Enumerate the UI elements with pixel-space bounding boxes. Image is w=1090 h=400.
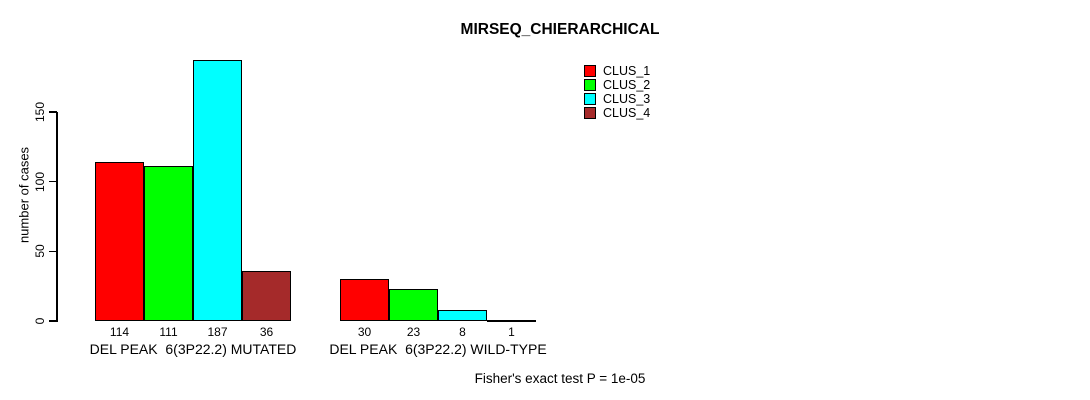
legend: CLUS_1 CLUS_2 CLUS_3 CLUS_4 [584, 64, 650, 120]
legend-swatch-clus-3 [584, 92, 596, 105]
bar-clus-4 [242, 270, 291, 321]
legend-item: CLUS_4 [584, 105, 651, 120]
legend-label: CLUS_1 [603, 63, 651, 78]
bar-clus-3 [193, 60, 242, 321]
bar-value-label: 114 [109, 325, 130, 339]
y-tick-label: 100 [33, 171, 47, 192]
y-tick-mark [49, 250, 57, 253]
group-label: DEL PEAK 6(3P22.2) WILD-TYPE [329, 341, 547, 357]
legend-swatch-clus-1 [584, 64, 596, 77]
y-tick-label: 150 [33, 101, 47, 123]
legend-swatch-clus-2 [584, 78, 596, 91]
y-tick-label: 50 [33, 244, 47, 259]
fisher-test-annotation: Fisher's exact test P = 1e-05 [474, 371, 646, 386]
y-axis-line [56, 112, 58, 322]
y-tick-label: 0 [33, 317, 47, 325]
legend-item: CLUS_1 [584, 63, 651, 78]
legend-item: CLUS_2 [584, 77, 651, 92]
bar-value-label: 23 [406, 325, 421, 339]
bar-value-label: 1 [508, 325, 515, 339]
bar-clus-2 [144, 166, 193, 321]
bar-value-label: 36 [259, 325, 274, 339]
bar-value-label: 8 [459, 325, 466, 339]
y-tick-mark [49, 180, 57, 183]
y-axis-label: number of cases [16, 146, 32, 244]
legend-swatch-clus-4 [584, 106, 596, 119]
bar-value-label: 30 [357, 325, 372, 339]
y-tick-mark [49, 111, 57, 113]
bar-clus-1 [340, 279, 389, 321]
bar-clus-2 [389, 288, 438, 321]
legend-label: CLUS_2 [603, 77, 651, 92]
bar-value-label: 187 [207, 325, 228, 339]
bar-clus-1 [95, 162, 144, 321]
legend-label: CLUS_3 [603, 91, 651, 106]
group-label: DEL PEAK 6(3P22.2) MUTATED [89, 341, 297, 357]
legend-item: CLUS_3 [584, 91, 651, 106]
bar-clus-3 [438, 309, 487, 321]
y-tick-mark [49, 320, 57, 322]
chart-title: MIRSEQ_CHIERARCHICAL [460, 21, 660, 38]
bar-value-label: 111 [159, 325, 178, 339]
bar-clus-4 [487, 319, 536, 322]
legend-label: CLUS_4 [603, 105, 651, 120]
